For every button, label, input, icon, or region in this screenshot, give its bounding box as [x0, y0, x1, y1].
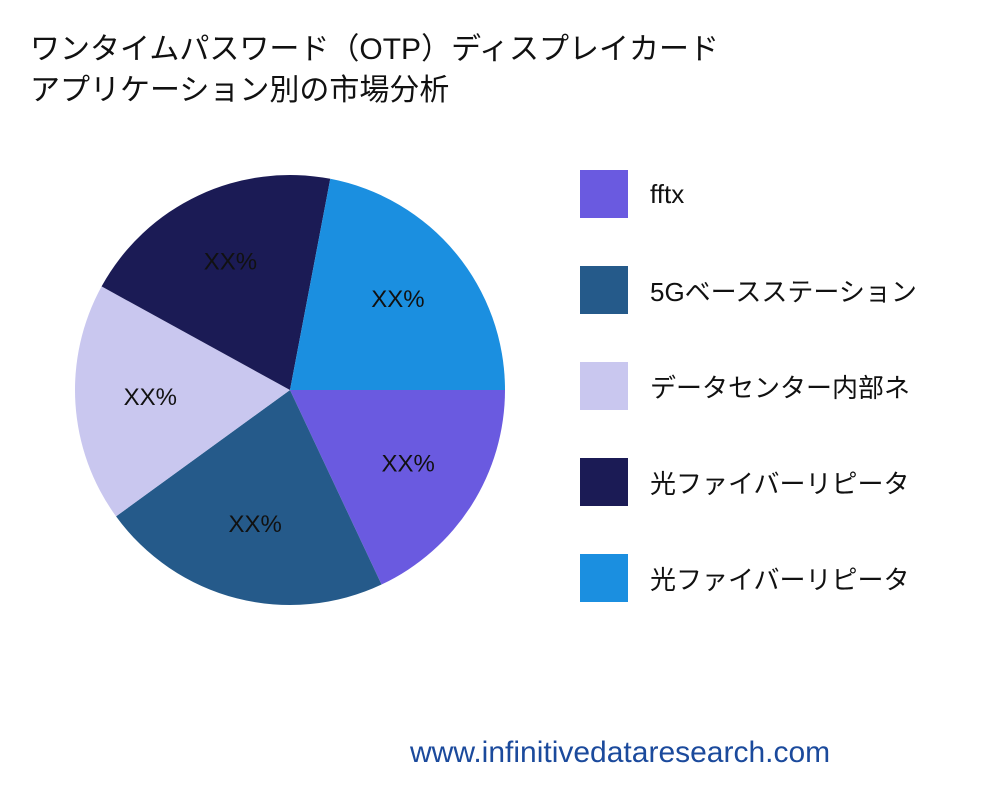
footer-link[interactable]: www.infinitivedataresearch.com [410, 736, 830, 770]
legend-item: fftx [580, 170, 917, 218]
slice-label: XX% [124, 384, 177, 411]
legend-label: fftx [650, 179, 684, 210]
legend-item: データセンター内部ネ [580, 362, 917, 410]
legend-swatch [580, 458, 628, 506]
pie-svg: XX% XX% XX% XX% XX% [60, 160, 520, 620]
legend-label: データセンター内部ネ [650, 368, 910, 405]
slice-label: XX% [371, 286, 424, 313]
legend-label: 光ファイバーリピータ [650, 560, 909, 597]
legend-label: 光ファイバーリピータ [650, 464, 909, 501]
chart-title: ワンタイムパスワード（OTP）ディスプレイカード アプリケーション別の市場分析 [30, 30, 719, 111]
legend-swatch [580, 554, 628, 602]
legend-item: 5Gベースステーション [580, 266, 917, 314]
legend-label: 5Gベースステーション [650, 272, 917, 309]
pie-chart: XX% XX% XX% XX% XX% [60, 160, 520, 620]
legend-swatch [580, 362, 628, 410]
legend-swatch [580, 170, 628, 218]
slice-label: XX% [382, 450, 435, 477]
legend-item: 光ファイバーリピータ [580, 554, 917, 602]
legend: fftx 5Gベースステーションデータセンター内部ネ光ファイバーリピータ光ファイバ… [580, 170, 917, 602]
slice-label: XX% [204, 249, 257, 276]
legend-item: 光ファイバーリピータ [580, 458, 917, 506]
legend-swatch [580, 266, 628, 314]
slice-label: XX% [229, 511, 282, 538]
